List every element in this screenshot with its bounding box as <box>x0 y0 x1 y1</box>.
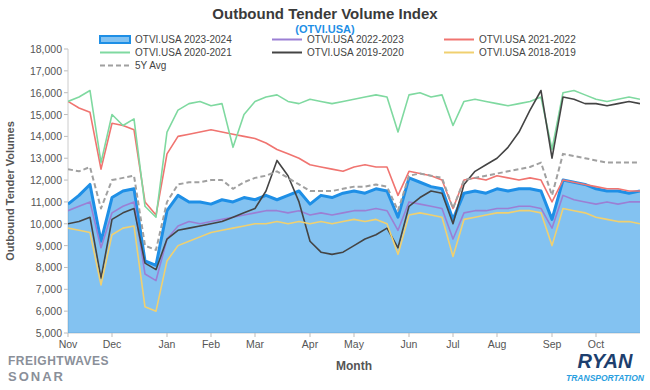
y-tick <box>64 70 68 71</box>
legend-swatch <box>100 52 130 54</box>
legend-swatch <box>444 39 474 41</box>
x-tick-label: Jul <box>446 338 459 350</box>
y-tick-label: 7,000 <box>36 283 62 295</box>
series-line <box>68 154 640 250</box>
y-tick <box>64 333 68 334</box>
y-tick-label: 14,000 <box>30 130 62 142</box>
legend-label: OTVI.USA 2021-2022 <box>479 34 576 45</box>
x-tick <box>255 333 256 337</box>
legend: OTVI.USA 2023-2024 OTVI.USA 2022-2023 OTVI… <box>100 34 576 71</box>
legend-label: OTVI.USA 2020-2021 <box>135 47 232 58</box>
y-tick-label: 15,000 <box>30 109 62 121</box>
x-tick-label: Sep <box>543 338 562 350</box>
y-tick-label: 9,000 <box>36 240 62 252</box>
logo-left-text: FREIGHTWAVES <box>8 354 109 368</box>
legend-label: 5Y Avg <box>135 60 166 71</box>
legend-swatch <box>100 36 130 43</box>
x-tick <box>310 333 311 337</box>
y-tick-label: 13,000 <box>30 152 62 164</box>
legend-swatch <box>272 52 302 54</box>
y-tick-label: 17,000 <box>30 65 62 77</box>
y-tick-label: 10,000 <box>30 218 62 230</box>
x-tick-label: Mar <box>246 338 265 350</box>
logo-right-text: RYAN <box>578 350 633 372</box>
x-tick-label: Aug <box>488 338 507 350</box>
y-tick <box>64 158 68 159</box>
logo-right-text: TRANSPORTATION <box>566 373 645 383</box>
x-tick <box>167 333 168 337</box>
x-tick <box>354 333 355 337</box>
y-tick-label: 6,000 <box>36 305 62 317</box>
legend-label: OTVI.USA 2023-2024 <box>135 34 232 45</box>
y-tick-label: 12,000 <box>30 174 62 186</box>
legend-label: OTVI.USA 2019-2020 <box>307 47 404 58</box>
series-line <box>68 91 640 279</box>
x-tick-label: Dec <box>103 338 122 350</box>
x-tick <box>211 333 212 337</box>
x-tick-label: Nov <box>59 338 78 350</box>
y-tick <box>64 311 68 312</box>
chart-svg: Outbound Tender Volume Index(OTVI.USA)5,… <box>0 0 650 390</box>
plot-data <box>68 91 640 333</box>
logo-left-text: SONAR <box>8 369 65 384</box>
y-tick <box>64 92 68 93</box>
y-tick <box>64 267 68 268</box>
x-tick-label: May <box>344 338 365 350</box>
x-axis-title: Month <box>336 359 372 373</box>
x-tick-label: Apr <box>302 338 319 350</box>
y-tick-label: 11,000 <box>31 196 62 208</box>
x-tick <box>112 333 113 337</box>
y-tick <box>64 114 68 115</box>
y-tick-label: 16,000 <box>30 87 62 99</box>
y-tick <box>64 289 68 290</box>
series-line <box>68 208 640 311</box>
chart-container: Outbound Tender Volume Index(OTVI.USA)5,… <box>0 0 650 390</box>
y-tick <box>64 245 68 246</box>
x-tick-label: Jan <box>159 338 176 350</box>
legend-swatch <box>100 65 130 67</box>
series-line <box>68 91 640 218</box>
x-tick <box>453 333 454 337</box>
legend-swatch <box>444 52 474 54</box>
x-tick-label: Feb <box>202 338 220 350</box>
legend-label: OTVI.USA 2018-2019 <box>479 47 576 58</box>
series-line <box>68 101 640 215</box>
x-tick-label: Jun <box>401 338 418 350</box>
title: Outbound Tender Volume Index <box>212 5 438 22</box>
background <box>0 0 650 390</box>
x-tick <box>552 333 553 337</box>
y-tick <box>64 49 68 50</box>
x-tick <box>409 333 410 337</box>
x-tick <box>497 333 498 337</box>
y-tick <box>64 201 68 202</box>
y-axis-title: Outbound Tender Volumes <box>4 121 16 261</box>
x-tick-label: Oct <box>588 338 604 350</box>
legend-label: OTVI.USA 2022-2023 <box>307 34 404 45</box>
y-tick <box>64 223 68 224</box>
y-tick <box>64 136 68 137</box>
x-tick <box>596 333 597 337</box>
legend-swatch <box>272 39 302 41</box>
area-fill <box>68 178 640 333</box>
x-tick <box>68 333 69 337</box>
y-tick <box>64 180 68 181</box>
y-tick-label: 8,000 <box>36 261 62 273</box>
y-tick-label: 18,000 <box>30 43 62 55</box>
